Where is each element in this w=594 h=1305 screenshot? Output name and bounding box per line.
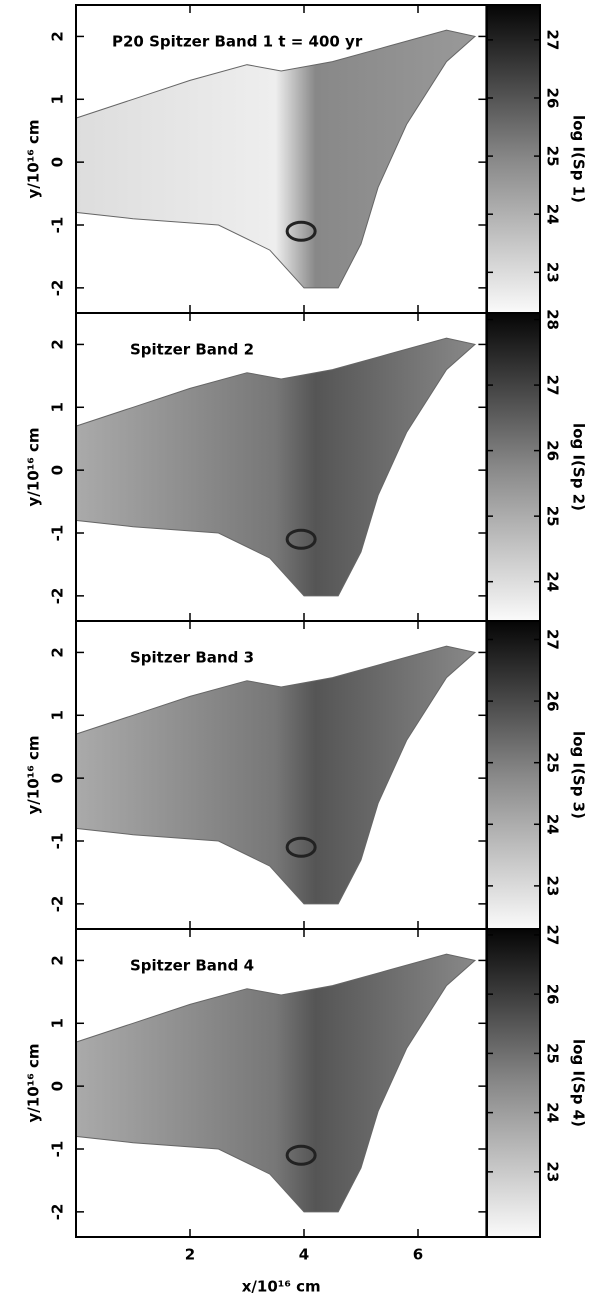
figure: P20 Spitzer Band 1 t = 400 yr -2 -1 0 1 2 y/10… [0,0,594,1305]
image-region [76,338,475,596]
colorbar-tick-label: 26 [544,984,562,1005]
colorbar [487,621,540,929]
colorbar-tick-label: 26 [544,691,562,712]
x-axis-label: x/10¹⁶ cm [242,1278,321,1296]
panel-title: Spitzer Band 3 [130,649,254,667]
panel-title: P20 Spitzer Band 1 t = 400 yr [112,33,363,51]
image-region [76,30,475,288]
panel-title: Spitzer Band 4 [130,957,254,975]
y-tick-label: 2 [49,339,67,349]
x-tick-label: 4 [299,1246,309,1264]
y-axis-label: y/10¹⁶ cm [25,119,43,198]
colorbar-tick-label: 27 [544,924,562,945]
colorbar-tick-label: 26 [544,88,562,109]
image-region [76,646,475,904]
colorbar [487,313,540,621]
image-region [76,954,475,1212]
y-tick-label: -2 [49,280,67,297]
x-tick-label: 6 [413,1246,423,1264]
colorbar-tick-label: 24 [544,1102,562,1123]
colorbar-tick-label: 24 [544,204,562,225]
y-tick-label: -2 [49,1204,67,1221]
colorbar-label: log I(Sp 1) [570,115,588,203]
colorbar-label: log I(Sp 3) [570,731,588,819]
colorbar-tick-label: 24 [544,814,562,835]
y-tick-label: 1 [49,1018,67,1028]
y-axis-label: y/10¹⁶ cm [25,735,43,814]
colorbar-tick-label: 25 [544,1043,562,1064]
y-tick-label: 0 [49,773,67,783]
colorbar-tick-label: 23 [544,1161,562,1182]
y-axis-label: y/10¹⁶ cm [25,1043,43,1122]
colorbar [487,929,540,1237]
y-tick-label: -1 [49,217,67,234]
colorbar-tick-label: 27 [544,375,562,396]
y-tick-label: -1 [49,833,67,850]
y-axis-label: y/10¹⁶ cm [25,427,43,506]
y-tick-label: 2 [49,647,67,657]
colorbar-label: log I(Sp 2) [570,423,588,511]
colorbar-tick-label: 27 [544,629,562,650]
y-tick-label: 2 [49,31,67,41]
colorbar-tick-label: 27 [544,29,562,50]
colorbar-tick-label: 25 [544,146,562,167]
colorbar-tick-label: 23 [544,262,562,283]
y-tick-label: 0 [49,465,67,475]
y-tick-label: -2 [49,896,67,913]
colorbar-tick-label: 28 [544,309,562,330]
y-tick-label: 2 [49,955,67,965]
y-tick-label: 1 [49,710,67,720]
colorbar-label: log I(Sp 4) [570,1039,588,1127]
y-tick-label: 1 [49,402,67,412]
colorbar-tick-label: 26 [544,440,562,461]
colorbar-tick-label: 24 [544,571,562,592]
y-tick-label: -1 [49,1141,67,1158]
y-tick-label: -2 [49,588,67,605]
y-tick-label: 0 [49,157,67,167]
colorbar [487,5,540,313]
x-tick-label: 2 [185,1246,195,1264]
panel-title: Spitzer Band 2 [130,341,254,359]
colorbar-tick-label: 25 [544,752,562,773]
y-tick-label: 0 [49,1081,67,1091]
colorbar-tick-label: 25 [544,506,562,527]
y-tick-label: 1 [49,94,67,104]
y-tick-label: -1 [49,525,67,542]
colorbar-tick-label: 23 [544,875,562,896]
